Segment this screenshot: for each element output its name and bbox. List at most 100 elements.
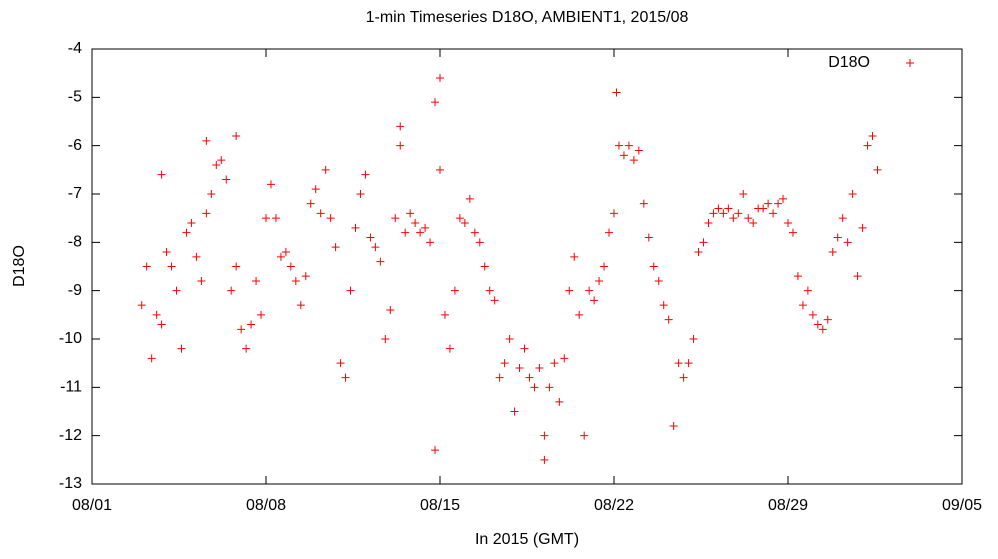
data-point [634,146,643,155]
data-point [699,238,708,247]
data-point [510,407,519,416]
data-point [624,141,633,150]
x-tick-label: 08/29 [768,497,808,514]
y-tick-label: -4 [68,40,82,57]
data-point [371,243,380,252]
data-point [784,219,792,227]
data-point [823,315,832,324]
data-point [366,233,375,242]
data-point [480,262,489,271]
data-point [306,199,315,208]
data-point [386,306,395,314]
data-point [684,359,693,368]
data-point [704,219,713,227]
data-point [316,209,325,218]
data-point [341,373,350,382]
data-point [580,431,589,440]
data-point [495,373,504,382]
data-point [460,219,469,227]
data-point [426,238,435,247]
data-point [182,228,191,237]
data-point [172,286,181,295]
data-point [838,214,847,223]
data-point [157,170,166,179]
data-point [351,223,360,232]
data-point [421,223,430,232]
data-point [177,344,186,353]
data-point [376,257,385,266]
x-tick-label: 08/08 [246,497,286,514]
data-point [570,252,579,261]
data-point [356,190,365,198]
y-tick-label: -6 [68,137,82,154]
data-point [162,248,171,256]
data-point [311,185,320,194]
data-point [286,262,295,271]
data-point [818,325,827,334]
data-point [291,277,300,285]
data-point [500,359,509,368]
data-point [212,161,221,169]
data-point [550,359,559,368]
y-tick-label: -5 [68,89,82,106]
data-point [769,209,778,218]
data-point [520,344,529,353]
data-point [431,446,440,455]
data-point [605,228,614,237]
data-point [629,156,638,165]
data-point [764,199,773,208]
data-point [674,359,683,368]
data-point [436,74,444,82]
data-point [326,214,335,223]
y-tick-label: -12 [59,427,82,444]
data-point [719,209,728,218]
data-point [709,209,718,218]
data-point [689,335,698,343]
data-point [659,301,668,310]
data-point [485,286,494,295]
data-point [470,228,479,237]
data-point [525,373,534,382]
data-point [679,373,688,382]
data-point [853,272,862,281]
data-point [242,344,251,353]
data-point [793,272,802,281]
y-tick-label: -11 [60,379,82,396]
data-point [192,252,201,261]
data-point [664,315,673,324]
data-point [833,233,842,242]
y-axis-label: D18O [11,245,28,287]
data-point [475,238,484,247]
data-point [808,310,817,319]
data-point [202,136,211,145]
data-point [540,431,549,440]
data-point [612,88,621,97]
data-point [445,344,454,353]
data-point [803,286,812,295]
data-point [455,214,464,223]
x-tick-label: 09/05 [942,497,982,514]
data-point [222,175,231,184]
data-point [515,364,524,372]
data-point [411,219,420,227]
data-point [530,383,539,392]
data-point [610,209,618,218]
data-point [774,199,783,208]
data-point [266,180,275,189]
data-point [237,325,246,334]
data-point [654,277,663,285]
x-tick-label: 08/15 [420,497,460,514]
data-point [575,310,584,319]
x-tick-label: 08/01 [72,497,112,514]
y-tick-label: -13 [59,475,82,492]
data-point [396,141,405,150]
data-point [858,223,867,232]
data-point [197,277,206,285]
data-point [207,190,216,198]
y-tick-label: -10 [59,330,82,347]
data-point [555,397,564,406]
x-tick-label: 08/22 [594,497,634,514]
data-point [619,151,628,160]
data-point [739,190,748,198]
plot-border [91,48,963,485]
